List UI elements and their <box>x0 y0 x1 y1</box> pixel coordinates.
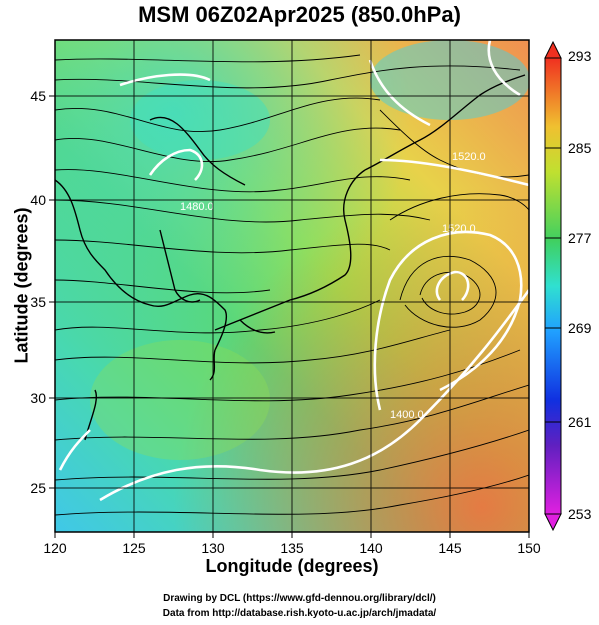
x-axis: 120 125 130 135 140 145 150 <box>43 532 541 556</box>
y-axis: 25 30 35 40 45 <box>30 88 55 496</box>
wind-streamlines <box>55 54 529 516</box>
colorbar: 293 285 277 269 261 253 <box>544 40 592 532</box>
colorbar-label: 277 <box>568 230 592 246</box>
map-title: MSM 06Z02Apr2025 (850.0hPa) <box>138 2 461 27</box>
x-tick-label: 125 <box>122 540 146 556</box>
y-tick-label: 45 <box>30 88 46 104</box>
drawing-credit: Drawing by DCL (https://www.gfd-dennou.o… <box>163 593 436 604</box>
data-credit: Data from http://database.rish.kyoto-u.a… <box>162 608 437 619</box>
x-tick-label: 130 <box>201 540 225 556</box>
colorbar-scale <box>544 57 562 515</box>
y-tick-label: 30 <box>30 390 46 406</box>
x-tick-label: 145 <box>438 540 462 556</box>
y-tick-label: 25 <box>30 480 46 496</box>
colorbar-label: 285 <box>568 140 592 156</box>
colorbar-bottom-arrow <box>544 513 562 532</box>
colorbar-top-arrow <box>544 40 562 59</box>
graticule <box>55 40 529 532</box>
colorbar-label: 261 <box>568 414 592 430</box>
colorbar-label: 269 <box>568 320 592 336</box>
contour-label: 1520.0 <box>452 151 486 163</box>
contour-label: 1520.0 <box>442 223 476 235</box>
x-tick-label: 135 <box>280 540 304 556</box>
colorbar-label: 293 <box>568 48 592 64</box>
y-tick-label: 35 <box>30 294 46 310</box>
x-tick-label: 150 <box>517 540 541 556</box>
x-tick-label: 140 <box>359 540 383 556</box>
colorbar-label: 253 <box>568 506 592 522</box>
x-tick-label: 120 <box>43 540 67 556</box>
contour-label: 1480.0 <box>180 201 214 213</box>
x-axis-label: Longitude (degrees) <box>205 556 379 576</box>
y-tick-label: 40 <box>30 192 46 208</box>
contour-label: 1400.0 <box>390 409 424 421</box>
height-contours <box>58 40 529 502</box>
